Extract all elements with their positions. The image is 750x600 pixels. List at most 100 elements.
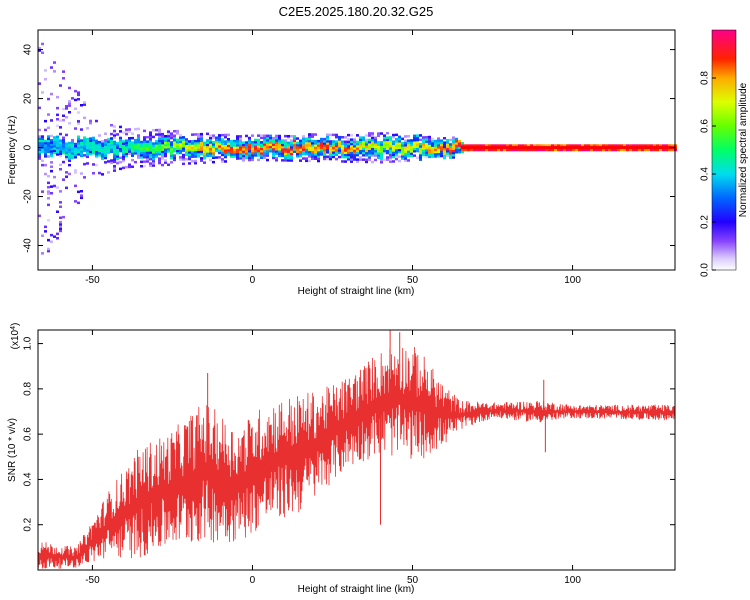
heatmap-cell <box>380 141 383 144</box>
heatmap-cell <box>113 165 116 168</box>
heatmap-cell <box>146 136 149 139</box>
heatmap-cell <box>38 82 41 85</box>
heatmap-cell <box>299 148 302 151</box>
heatmap-cell <box>362 147 365 150</box>
heatmap-cell <box>194 161 197 165</box>
heatmap-cell <box>53 140 56 144</box>
heatmap-cell <box>404 141 407 145</box>
heatmap-cell <box>302 144 305 147</box>
heatmap-cell <box>230 144 233 147</box>
heatmap-cell <box>287 135 290 138</box>
spectrogram-y-label: Frequency (Hz) <box>7 116 18 185</box>
heatmap-cell <box>176 138 179 142</box>
heatmap-cell <box>269 136 272 140</box>
heatmap-cell <box>389 158 392 161</box>
heatmap-cell <box>437 152 440 156</box>
heatmap-cell <box>104 145 107 149</box>
heatmap-cell <box>209 143 212 146</box>
heatmap-cell <box>59 139 62 142</box>
snr-scale-exponent: 4 <box>10 326 17 330</box>
heatmap-cell <box>38 128 41 132</box>
heatmap-cell <box>89 141 92 145</box>
y-tick-label: 0.2 <box>23 517 34 531</box>
heatmap-cell <box>53 147 56 150</box>
heatmap-cell <box>329 149 332 152</box>
heatmap-cell <box>239 139 242 142</box>
heatmap-cell <box>230 148 233 152</box>
heatmap-cell <box>323 140 326 143</box>
heatmap-cell <box>593 148 596 152</box>
heatmap-cell <box>98 143 101 146</box>
heatmap-cell <box>299 152 302 156</box>
heatmap-cell <box>251 158 254 162</box>
heatmap-cell <box>89 150 92 154</box>
heatmap-cell <box>356 158 359 161</box>
heatmap-cell <box>113 167 116 170</box>
heatmap-cell <box>410 148 413 151</box>
heatmap-cell <box>77 190 80 194</box>
heatmap-cell <box>53 175 56 179</box>
heatmap-cell <box>293 146 296 149</box>
heatmap-cell <box>374 149 377 153</box>
heatmap-cell <box>353 158 356 161</box>
heatmap-cell <box>128 148 131 151</box>
heatmap-cell <box>332 155 335 159</box>
y-tick-label: 0.4 <box>23 472 34 486</box>
heatmap-cell <box>236 152 239 156</box>
heatmap-cell <box>101 157 104 161</box>
heatmap-cell <box>443 143 446 147</box>
heatmap-cell <box>368 140 371 144</box>
snr-panel: -50 0 50 100 0.20.40.60.81.0 Height of stra… <box>7 323 676 595</box>
heatmap-cell <box>326 155 329 158</box>
heatmap-cell <box>347 149 350 152</box>
heatmap-cell <box>62 143 65 146</box>
heatmap-cell <box>224 155 227 159</box>
heatmap-cell <box>137 136 140 139</box>
heatmap-cell <box>38 139 41 143</box>
heatmap-cell <box>386 158 389 161</box>
heatmap-cell <box>77 150 80 154</box>
heatmap-cell <box>65 146 68 150</box>
heatmap-cell <box>203 141 206 144</box>
heatmap-cell <box>359 151 362 155</box>
heatmap-cell <box>215 138 218 142</box>
heatmap-cell <box>242 150 245 153</box>
heatmap-cell <box>170 145 173 149</box>
heatmap-cell <box>209 150 212 153</box>
heatmap-cell <box>155 150 158 154</box>
heatmap-cell <box>599 148 602 152</box>
heatmap-cell <box>431 146 434 150</box>
heatmap-cell <box>56 113 59 117</box>
heatmap-cell <box>392 136 395 139</box>
heatmap-cell <box>80 145 83 149</box>
heatmap-cell <box>236 155 239 158</box>
heatmap-cell <box>584 148 587 152</box>
heatmap-cell <box>374 138 377 142</box>
heatmap-cell <box>293 139 296 142</box>
heatmap-cell <box>254 154 257 157</box>
heatmap-cell <box>548 148 551 152</box>
heatmap-cell <box>194 133 197 136</box>
heatmap-cell <box>266 141 269 144</box>
heatmap-cell <box>47 141 50 145</box>
heatmap-cell <box>107 171 110 174</box>
heatmap-cell <box>458 146 461 149</box>
heatmap-cell <box>647 144 650 147</box>
heatmap-cell <box>206 139 209 142</box>
heatmap-cell <box>296 137 299 140</box>
heatmap-cell <box>287 141 290 145</box>
heatmap-cell <box>284 134 287 138</box>
heatmap-cell <box>110 161 113 164</box>
heatmap-cell <box>314 157 317 160</box>
heatmap-cell <box>170 152 173 155</box>
heatmap-cell <box>218 156 221 159</box>
heatmap-cell <box>233 150 236 154</box>
heatmap-cell <box>68 155 71 158</box>
heatmap-cell <box>251 141 254 144</box>
heatmap-cell <box>467 148 470 152</box>
heatmap-cell <box>371 136 374 140</box>
heatmap-cell <box>281 154 284 158</box>
heatmap-cell <box>251 154 254 157</box>
heatmap-cell <box>575 144 578 147</box>
